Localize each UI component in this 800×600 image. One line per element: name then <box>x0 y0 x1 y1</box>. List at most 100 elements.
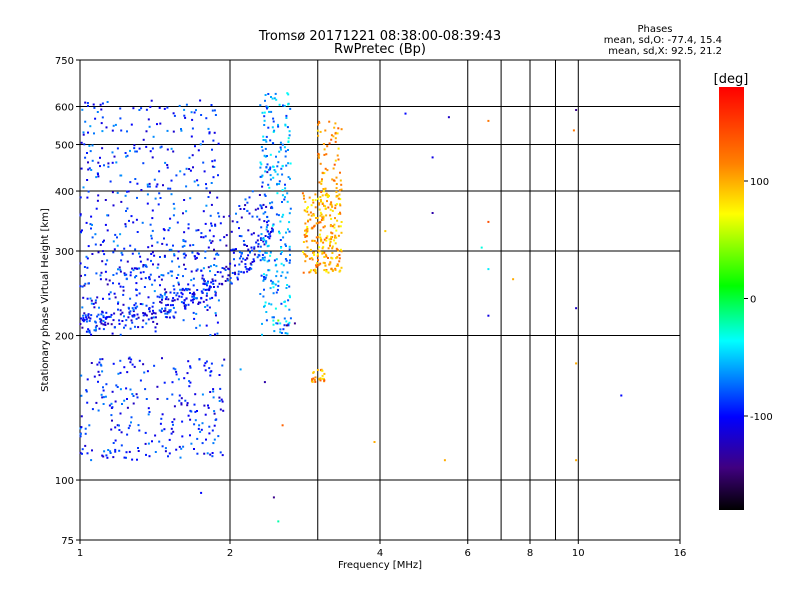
data-point <box>171 393 174 396</box>
data-point <box>487 220 490 223</box>
data-point <box>279 252 282 255</box>
data-point <box>125 155 128 158</box>
data-point <box>338 270 341 273</box>
data-point <box>620 394 623 397</box>
data-point <box>86 179 89 181</box>
data-point <box>172 297 175 300</box>
data-point <box>205 187 208 190</box>
data-point <box>306 255 309 258</box>
data-point <box>328 194 330 197</box>
data-point <box>162 228 165 231</box>
data-point <box>332 167 335 170</box>
data-point <box>214 274 217 276</box>
data-point <box>269 166 272 169</box>
data-point <box>330 238 333 240</box>
data-point <box>261 111 264 114</box>
data-point <box>325 214 328 217</box>
data-point <box>207 404 209 407</box>
data-point <box>191 154 194 157</box>
data-point <box>154 326 157 329</box>
data-point <box>148 278 151 281</box>
data-point <box>135 282 138 285</box>
data-point <box>147 118 150 121</box>
data-point <box>110 313 113 316</box>
data-point <box>168 248 171 251</box>
data-point <box>95 176 98 179</box>
data-point <box>214 223 217 226</box>
data-point <box>275 98 278 101</box>
data-point <box>308 271 311 274</box>
data-point <box>314 268 317 271</box>
data-point <box>189 292 191 294</box>
data-point <box>182 275 184 278</box>
data-point <box>178 104 181 107</box>
data-point <box>86 297 89 300</box>
data-point <box>133 304 136 307</box>
data-point <box>128 311 131 314</box>
data-point <box>84 444 87 447</box>
data-point <box>227 279 229 282</box>
data-points <box>79 92 623 523</box>
data-point <box>135 294 138 297</box>
data-point <box>269 174 272 177</box>
data-point <box>163 428 166 431</box>
data-point <box>161 295 164 298</box>
data-point <box>329 214 332 217</box>
y-tick-label: 600 <box>55 103 74 114</box>
data-point <box>238 205 241 207</box>
data-point <box>340 266 343 269</box>
data-point <box>193 423 196 426</box>
data-point <box>173 405 176 408</box>
data-point <box>222 215 225 218</box>
data-point <box>310 257 313 259</box>
data-point <box>80 374 83 377</box>
data-point <box>137 316 140 319</box>
data-point <box>192 277 195 280</box>
x-tick-label: 2 <box>227 548 233 559</box>
data-point <box>311 378 313 381</box>
data-point <box>159 422 162 425</box>
data-point <box>272 319 275 322</box>
data-point <box>315 222 318 225</box>
data-point <box>120 259 123 262</box>
data-point <box>319 198 322 201</box>
data-point <box>184 307 187 310</box>
data-point <box>305 240 308 243</box>
data-point <box>238 251 241 254</box>
data-point <box>339 171 341 174</box>
data-point <box>135 267 138 270</box>
data-point <box>205 117 208 120</box>
data-point <box>84 101 87 104</box>
data-point <box>339 248 342 251</box>
data-point <box>207 266 210 269</box>
data-point <box>214 290 217 293</box>
data-point <box>316 253 319 256</box>
data-point <box>94 117 97 120</box>
data-point <box>245 267 248 270</box>
data-point <box>233 248 236 251</box>
data-point <box>185 185 188 188</box>
data-point <box>109 315 112 318</box>
data-point <box>120 431 123 434</box>
data-point <box>187 360 190 363</box>
data-point <box>145 265 148 268</box>
data-point <box>263 124 266 126</box>
data-point <box>320 213 323 216</box>
data-point <box>266 230 269 233</box>
data-point <box>112 319 115 322</box>
data-point <box>167 187 170 190</box>
data-point <box>114 123 117 126</box>
data-point <box>92 302 95 305</box>
data-point <box>112 240 115 243</box>
data-point <box>325 153 328 156</box>
data-point <box>213 410 216 413</box>
data-point <box>88 424 91 427</box>
colorbar-tick-label: 0 <box>750 295 756 306</box>
data-point <box>220 398 223 401</box>
data-point <box>320 191 323 193</box>
data-point <box>204 369 207 372</box>
data-point <box>229 281 232 284</box>
data-point <box>93 306 96 309</box>
data-point <box>219 271 222 274</box>
data-point <box>284 276 287 279</box>
